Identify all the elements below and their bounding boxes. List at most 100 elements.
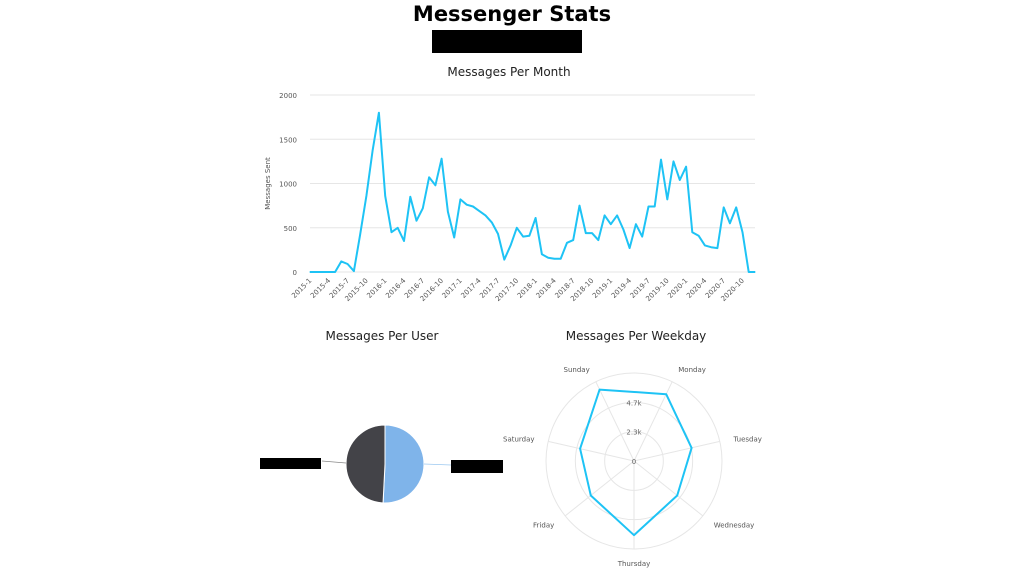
data-point — [453, 236, 455, 239]
data-point — [716, 247, 718, 249]
data-point — [735, 206, 737, 208]
radar-category-label: Friday — [533, 522, 554, 530]
radar-ring-label: 2.3k — [626, 429, 642, 437]
radar-category-label: Tuesday — [732, 435, 761, 443]
data-point — [321, 271, 324, 273]
line-chart-title: Messages Per Month — [447, 65, 571, 79]
data-point — [491, 221, 493, 224]
data-point — [547, 257, 549, 259]
data-point — [409, 196, 411, 198]
data-point — [372, 149, 374, 151]
radar-point — [633, 534, 635, 536]
data-point — [622, 228, 624, 231]
data-point — [553, 258, 556, 260]
data-point — [309, 271, 311, 273]
data-point — [340, 260, 342, 262]
data-point — [616, 214, 618, 216]
y-tick-label: 0 — [293, 269, 297, 277]
data-point — [572, 239, 574, 241]
data-point — [691, 231, 693, 233]
data-point — [610, 223, 612, 225]
pie-leader-line — [423, 463, 452, 466]
data-point — [472, 205, 474, 208]
data-point — [378, 112, 380, 114]
data-point — [710, 246, 712, 248]
data-point — [484, 214, 487, 216]
data-point — [328, 271, 330, 273]
data-point — [635, 223, 637, 225]
data-point — [466, 204, 468, 206]
data-point — [654, 205, 656, 208]
page-title: Messenger Stats — [412, 2, 612, 26]
data-point — [497, 233, 499, 235]
y-tick-label: 500 — [284, 225, 297, 233]
pie-leader-line — [321, 460, 347, 464]
data-point — [535, 217, 537, 219]
data-point — [478, 210, 480, 212]
data-point — [560, 258, 562, 260]
radar-spoke — [633, 440, 720, 462]
data-point — [585, 232, 587, 234]
data-point — [629, 247, 631, 249]
data-point — [578, 205, 581, 207]
data-point — [660, 159, 662, 161]
radar-category-label: Sunday — [564, 366, 590, 374]
radar-category-label: Saturday — [503, 435, 535, 443]
radar-spoke — [548, 440, 635, 462]
pie-slice — [345, 424, 386, 504]
messages-per-user-chart — [321, 424, 452, 504]
data-point — [748, 271, 750, 273]
data-point — [315, 271, 317, 273]
data-point — [516, 227, 518, 229]
radar-category-label: Monday — [678, 366, 706, 374]
data-point — [434, 184, 436, 186]
data-point — [723, 206, 725, 208]
y-tick-label: 1500 — [279, 136, 297, 144]
y-axis-label: Messages Sent — [264, 157, 272, 210]
data-point — [591, 232, 593, 234]
data-point — [334, 271, 336, 273]
pie-chart-title: Messages Per User — [325, 329, 439, 343]
data-point — [679, 179, 681, 181]
data-point — [503, 259, 505, 261]
data-point — [697, 235, 700, 237]
data-point — [641, 236, 643, 238]
radar-point — [599, 389, 601, 391]
data-point — [359, 234, 361, 236]
data-point — [415, 220, 418, 222]
data-point — [428, 176, 430, 178]
radar-ring-label: 4.7k — [626, 399, 642, 407]
data-point — [441, 158, 443, 160]
radar-ring-label: 0 — [632, 458, 636, 466]
data-point — [397, 227, 399, 229]
data-point — [384, 195, 386, 197]
radar-point — [676, 494, 678, 497]
data-point — [704, 244, 706, 247]
data-point — [603, 214, 606, 216]
radar-chart-title: Messages Per Weekday — [565, 329, 707, 343]
data-point — [597, 239, 599, 241]
redacted-subtitle — [432, 30, 582, 53]
y-tick-label: 2000 — [279, 92, 297, 100]
radar-spoke — [595, 381, 635, 462]
radar-point — [579, 448, 581, 450]
redacted-user-label-right — [451, 460, 503, 473]
data-point — [528, 235, 530, 237]
data-point — [754, 271, 756, 273]
radar-category-label: Wednesday — [714, 522, 755, 530]
data-point — [672, 160, 675, 162]
radar-spoke — [633, 460, 704, 517]
data-point — [522, 236, 524, 238]
y-tick-label: 1000 — [279, 181, 297, 189]
data-point — [647, 205, 650, 208]
data-point — [566, 242, 568, 244]
radar-spoke — [564, 460, 635, 517]
data-point — [422, 207, 424, 209]
radar-series — [579, 388, 693, 537]
series-line — [310, 111, 755, 273]
data-point — [541, 253, 543, 255]
radar-category-label: Thursday — [617, 560, 651, 568]
radar-point — [590, 494, 592, 497]
data-point — [666, 198, 668, 201]
